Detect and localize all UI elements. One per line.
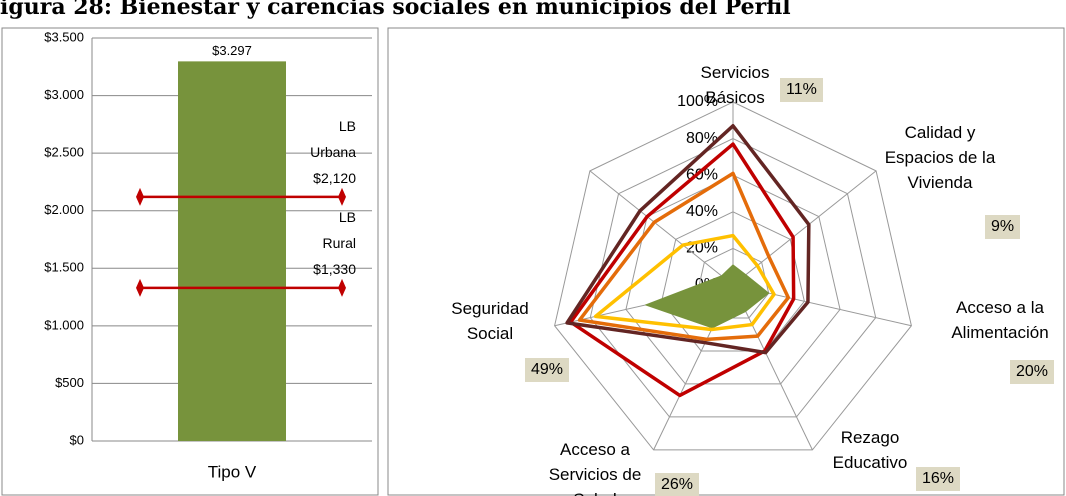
data-label: 20% [1010, 360, 1055, 384]
data-label: 26% [655, 473, 700, 496]
y-tick-label: $2.500 [44, 145, 84, 160]
spoke [589, 170, 734, 286]
spoke [732, 284, 813, 451]
reference-label: LB Rural $1,330 [266, 204, 356, 282]
y-tick-label: $0 [70, 432, 84, 447]
category-label: Acceso a Servicios de Salud [548, 440, 642, 496]
category-label: Seguridad Social [451, 299, 529, 343]
title: igura 28: Bienestar y carencias sociales… [0, 0, 791, 20]
reference-text: LB Rural [322, 208, 356, 251]
y-tick-label: $1.500 [44, 260, 84, 275]
data-label: $3.297 [212, 43, 252, 58]
grid-line [554, 101, 912, 451]
data-label: 11% [780, 78, 823, 102]
panel [1, 27, 379, 496]
radar-line [593, 233, 776, 332]
x-tick-label: Tipo V [208, 462, 257, 481]
category-label: Acceso a la Alimentación [951, 298, 1049, 342]
reference-marker [338, 187, 346, 206]
r-tick-label: 80% [686, 130, 718, 147]
data-label: 49% [525, 358, 570, 382]
r-tick-label: 100% [677, 93, 718, 110]
grid-line [589, 138, 877, 418]
reference-marker [338, 278, 346, 297]
radar-line [568, 142, 796, 398]
y-tick-label: $500 [55, 375, 84, 390]
reference-label: LB Urbana $2,120 [266, 113, 356, 191]
reference-text: LB Urbana [310, 117, 356, 160]
category-label: Rezago Educativo [832, 428, 908, 472]
y-tick-label: $3.000 [44, 87, 84, 102]
reference-marker [136, 278, 144, 297]
radar-area [645, 264, 770, 329]
reference-text: $1,330 [313, 260, 356, 277]
reference-marker [136, 187, 144, 206]
y-tick-label: $2.000 [44, 202, 84, 217]
category-label: Calidad y Espacios de la Vivienda [884, 123, 996, 192]
spoke [732, 170, 877, 286]
grid-line [625, 174, 841, 385]
y-tick-label: $1.000 [44, 317, 84, 332]
data-label: 9% [985, 215, 1021, 239]
bar [178, 61, 286, 442]
radar-line [565, 124, 811, 355]
reference-text: $2,120 [313, 169, 356, 186]
r-tick-label: 40% [686, 203, 718, 220]
panel [387, 27, 1065, 496]
data-label: 16% [916, 467, 961, 491]
radar-line [577, 171, 791, 342]
y-tick-label: $3.500 [44, 29, 84, 44]
category-label: Servicios Básicos [700, 63, 770, 107]
